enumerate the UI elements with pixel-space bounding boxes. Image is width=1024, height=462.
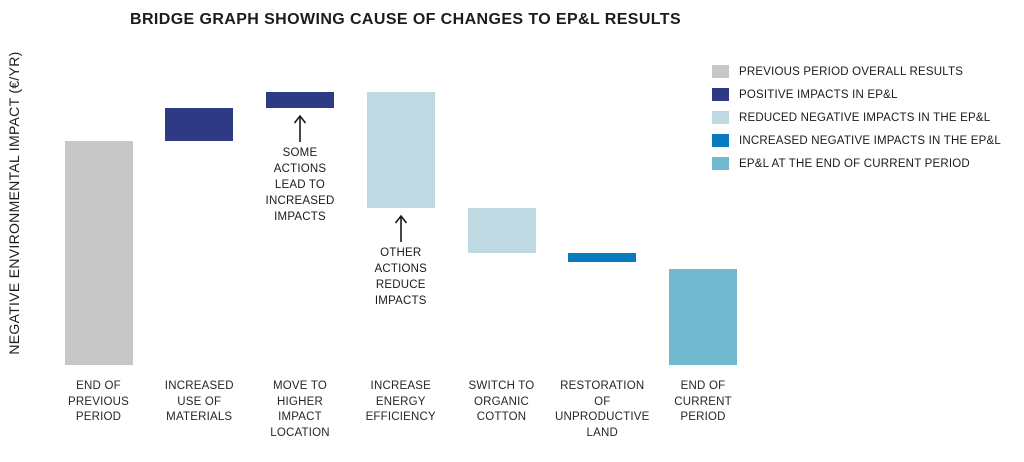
waterfall-bar-7	[669, 268, 737, 365]
legend-label: INCREASED NEGATIVE IMPACTS IN THE EP&L	[739, 134, 1001, 147]
legend-label: PREVIOUS PERIOD OVERALL RESULTS	[739, 65, 964, 78]
waterfall-bar-1	[64, 141, 133, 365]
x-axis-label-4: INCREASE ENERGY EFFICIENCY	[365, 380, 436, 423]
waterfall-bar-5	[467, 208, 536, 254]
x-axis-label-1: END OF PREVIOUS PERIOD	[67, 380, 130, 423]
legend-item-1: PREVIOUS PERIOD OVERALL RESULTS	[712, 65, 1001, 78]
legend-label: REDUCED NEGATIVE IMPACTS IN THE EP&L	[739, 111, 991, 124]
legend-item-2: POSITIVE IMPACTS IN EP&L	[712, 88, 1001, 101]
x-axis-label-3: MOVE TO HIGHER IMPACT LOCATION	[270, 380, 330, 439]
legend-swatch-icon	[712, 111, 729, 124]
annotation-1: SOME ACTIONS LEAD TO INCREASED IMPACTS	[240, 112, 360, 225]
legend-item-5: EP&L AT THE END OF CURRENT PERIOD	[712, 157, 1001, 170]
up-arrow-icon	[394, 215, 407, 243]
waterfall-bar-4	[366, 91, 435, 209]
x-axis-label-2: INCREASED USE OF MATERIALS	[164, 380, 234, 423]
legend-label: EP&L AT THE END OF CURRENT PERIOD	[739, 157, 970, 170]
x-axis-label-7: END OF CURRENT PERIOD	[674, 380, 732, 423]
legend: PREVIOUS PERIOD OVERALL RESULTS POSITIVE …	[712, 65, 1001, 180]
legend-swatch-icon	[712, 88, 729, 101]
x-axis-label-6: RESTORATION OF UNPRODUCTIVE LAND	[555, 380, 650, 439]
annotation-2: OTHER ACTIONS REDUCE IMPACTS	[341, 212, 461, 309]
legend-swatch-icon	[712, 157, 729, 170]
x-axis-label-5: SWITCH TO ORGANIC COTTON	[468, 380, 535, 423]
legend-swatch-icon	[712, 65, 729, 78]
legend-swatch-icon	[712, 134, 729, 147]
legend-item-3: REDUCED NEGATIVE IMPACTS IN THE EP&L	[712, 111, 1001, 124]
waterfall-bar-2	[165, 107, 234, 142]
chart-title: BRIDGE GRAPH SHOWING CAUSE OF CHANGES TO…	[130, 11, 682, 28]
annotation-text: SOME ACTIONS LEAD TO INCREASED IMPACTS	[265, 146, 335, 223]
waterfall-bar-6	[568, 253, 637, 263]
legend-item-4: INCREASED NEGATIVE IMPACTS IN THE EP&L	[712, 134, 1001, 147]
waterfall-bar-3	[266, 91, 334, 108]
legend-label: POSITIVE IMPACTS IN EP&L	[739, 88, 898, 101]
up-arrow-icon	[293, 114, 307, 142]
annotation-text: OTHER ACTIONS REDUCE IMPACTS	[374, 247, 427, 308]
